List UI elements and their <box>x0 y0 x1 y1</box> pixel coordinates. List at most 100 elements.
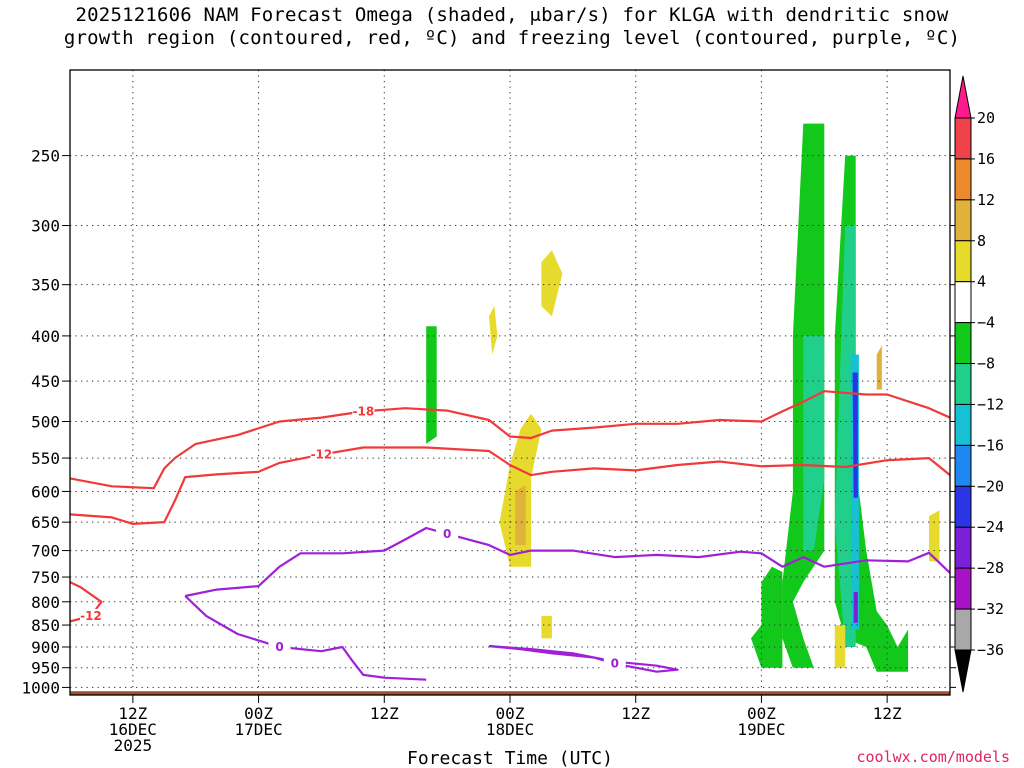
colorbar-label: 16 <box>977 150 995 168</box>
terrain-surface <box>70 691 950 695</box>
y-tick-label: 500 <box>31 413 60 432</box>
colorbar-segment <box>954 363 972 405</box>
contour-layer: -18 -12 -12 0 0 0 <box>70 390 950 681</box>
colorbar-label: −8 <box>977 355 995 373</box>
y-tick-label: 850 <box>31 616 60 635</box>
colorbar-segment <box>954 158 972 201</box>
colorbar-label: −28 <box>977 559 1004 577</box>
x-axis-title: Forecast Time (UTC) <box>407 748 613 768</box>
y-tick-label: 950 <box>31 659 60 678</box>
colorbar-segment <box>954 567 972 610</box>
colorbar-segment <box>954 526 972 569</box>
omega-shaded-region <box>803 335 825 551</box>
y-tick-label: 550 <box>31 449 60 468</box>
colorbar-segment <box>954 281 972 324</box>
omega-shaded-region <box>853 592 858 623</box>
contour-line <box>70 390 950 490</box>
colorbar-label: −12 <box>977 395 1004 413</box>
y-tick-label: 250 <box>31 147 60 166</box>
colorbar-label: −24 <box>977 518 1004 536</box>
colorbar-label: 12 <box>977 191 995 209</box>
title-line-1: 2025121606 NAM Forecast Omega (shaded, μ… <box>75 4 949 26</box>
x-tick-label: 00Z <box>496 704 525 723</box>
x-tick-label: 12Z <box>370 704 399 723</box>
x-tick-label: 12Z <box>118 704 147 723</box>
contour-label: -12 <box>311 448 333 462</box>
y-tick-label: 700 <box>31 542 60 561</box>
title-line-2: growth region (contoured, red, ºC) and f… <box>63 27 961 49</box>
x-tick-label: 00Z <box>244 704 273 723</box>
x-tick-label: 12Z <box>621 704 650 723</box>
contour-label-bg <box>79 608 102 623</box>
omega-shaded-region <box>751 566 783 668</box>
contour-line <box>184 595 427 681</box>
omega-shaded-region <box>489 306 498 355</box>
y-tick-label: 750 <box>31 568 60 587</box>
contour-label: -12 <box>80 609 102 623</box>
y-tick-label: 900 <box>31 638 60 657</box>
contour-label: -18 <box>352 404 374 418</box>
omega-shaded-region <box>515 485 526 546</box>
contour-label: 0 <box>611 657 619 671</box>
y-axis: 250 300 350 400 450 500 550 600 650 700 750 800 850 9… <box>21 147 956 697</box>
contour-label-bg <box>268 639 291 654</box>
colorbar-segment <box>954 199 972 242</box>
x-tick-label: 19DEC <box>737 720 785 739</box>
colorbar-label: −16 <box>977 436 1004 454</box>
omega-shading-layer <box>426 123 940 672</box>
colorbar-segment <box>954 485 972 528</box>
omega-shaded-region <box>426 326 437 444</box>
contour-line <box>70 446 950 526</box>
colorbar-segment <box>954 322 972 365</box>
omega-shaded-region <box>541 250 563 317</box>
omega-shaded-region <box>929 510 940 562</box>
colorbar-label: −36 <box>977 641 1004 659</box>
contour-label: 0 <box>275 640 283 654</box>
x-tick-label: 00Z <box>747 704 776 723</box>
y-tick-label: 300 <box>31 217 60 236</box>
omega-shaded-region <box>876 345 882 390</box>
colorbar-label: 8 <box>977 232 986 250</box>
x-tick-label: 16DEC <box>109 720 157 739</box>
colorbar-bottom-arrow <box>954 649 972 693</box>
colorbar-segment <box>954 444 972 487</box>
y-tick-label: 1000 <box>21 678 60 697</box>
contour-label-bg <box>436 526 459 541</box>
omega-shaded-region <box>541 615 552 639</box>
colorbar-segment <box>954 403 972 446</box>
colorbar-segment <box>954 117 972 160</box>
x-tick-label: 18DEC <box>486 720 534 739</box>
contour-label-bg <box>352 404 375 419</box>
credit-text: coolwx.com/models <box>856 748 1010 766</box>
x-tick-label: 2025 <box>114 736 153 755</box>
y-tick-label: 400 <box>31 327 60 346</box>
x-tick-label: 12Z <box>873 704 902 723</box>
grid-layer <box>70 70 950 695</box>
contour-label: 0 <box>443 527 451 541</box>
y-tick-label: 350 <box>31 276 60 295</box>
contour-label-bg <box>310 447 333 462</box>
contour-line <box>488 645 679 673</box>
colorbar-legend: 20 16 12 8 4 −4 −8 −12 −16 −20 −24 −28 −32 −36 <box>954 75 1004 693</box>
colorbar-segment <box>954 608 972 651</box>
colorbar-top-arrow <box>954 75 972 119</box>
y-tick-label: 650 <box>31 513 60 532</box>
colorbar-label: 20 <box>977 109 995 127</box>
colorbar-label: −20 <box>977 477 1004 495</box>
contour-line <box>184 526 950 598</box>
terrain-layer <box>70 691 950 695</box>
colorbar-label: −4 <box>977 314 995 332</box>
y-tick-label: 600 <box>31 482 60 501</box>
y-tick-label: 450 <box>31 372 60 391</box>
colorbar-label: −32 <box>977 600 1004 618</box>
y-tick-label: 800 <box>31 593 60 612</box>
contour-label-bg <box>603 656 626 671</box>
x-tick-label: 17DEC <box>234 720 282 739</box>
omega-shaded-region <box>834 625 846 668</box>
colorbar-segment <box>954 240 972 283</box>
omega-shaded-region <box>834 225 856 647</box>
colorbar-label: 4 <box>977 273 986 291</box>
chart-title: 2025121606 NAM Forecast Omega (shaded, μ… <box>0 4 1024 50</box>
